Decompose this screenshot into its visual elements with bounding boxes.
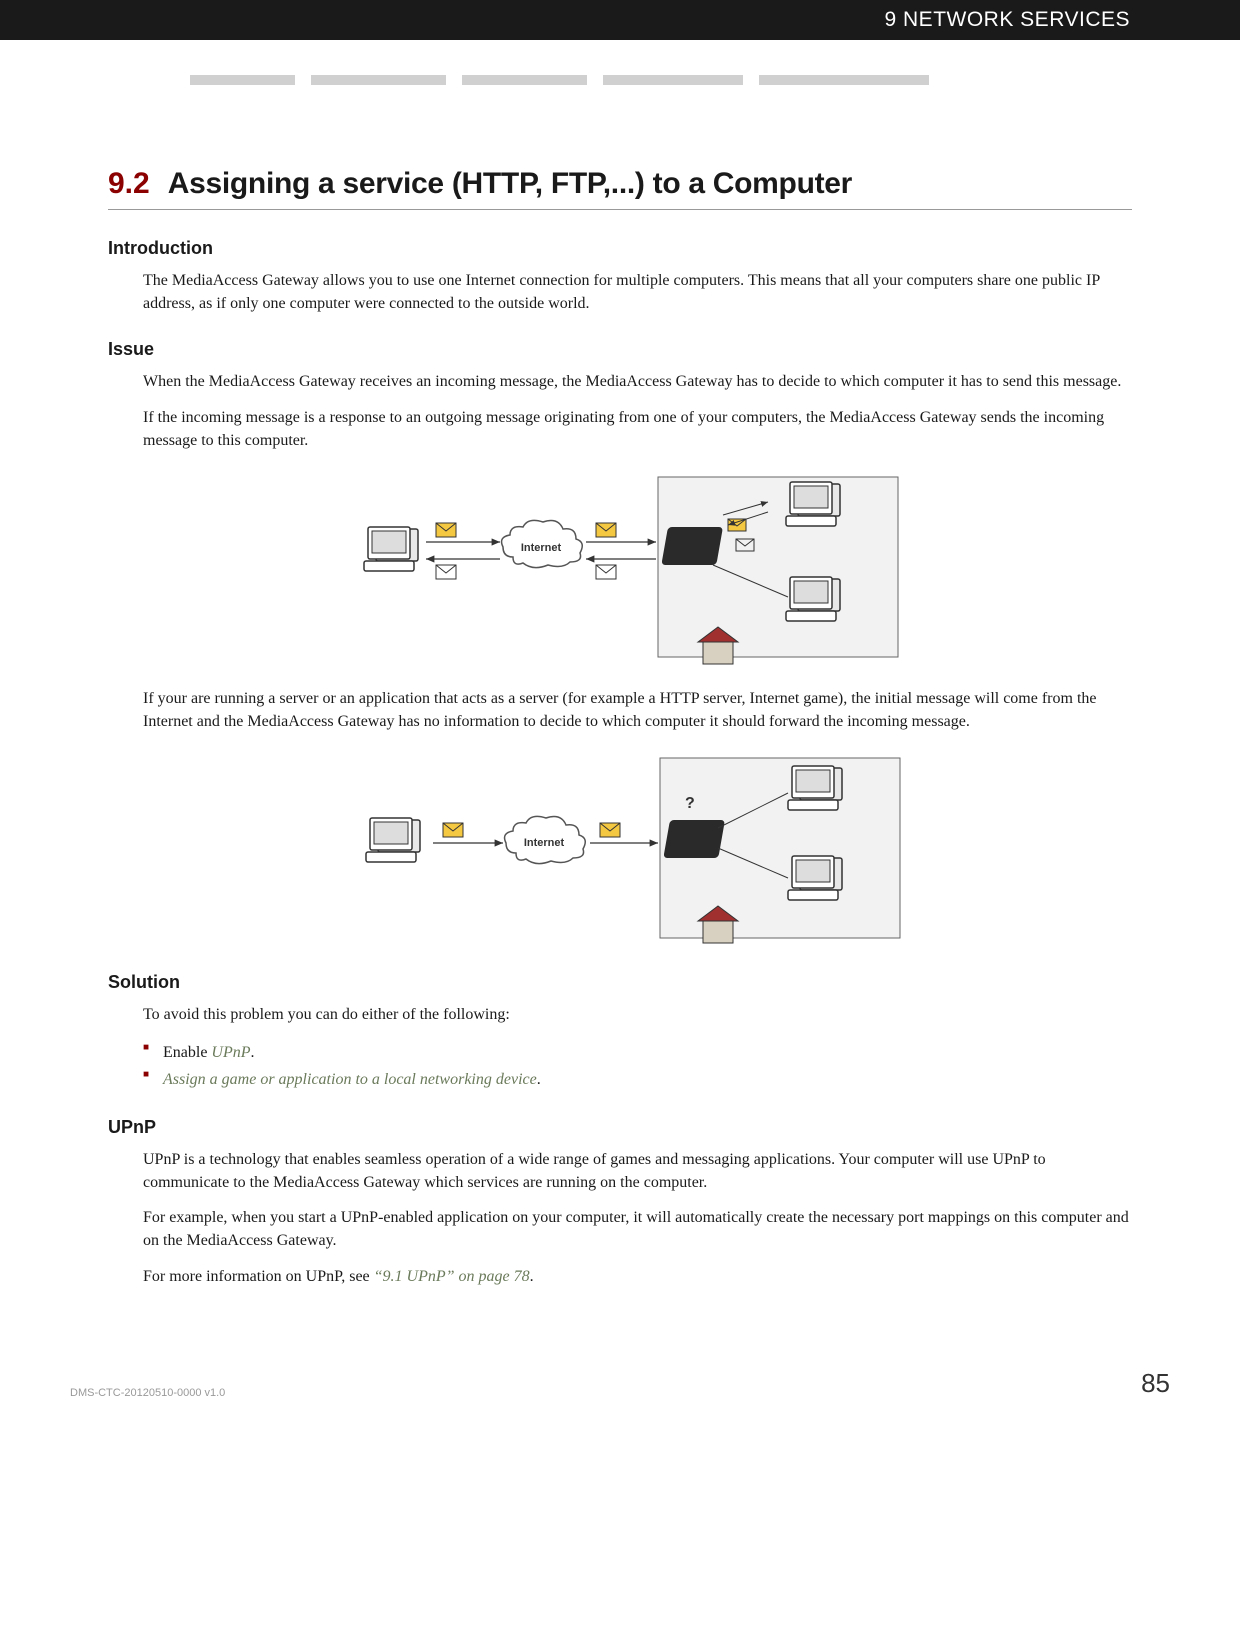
envelope-icon: [436, 523, 456, 537]
envelope-icon: [600, 823, 620, 837]
solution-list: Enable UPnP. Assign a game or applicatio…: [143, 1039, 1132, 1093]
list-item: Enable UPnP.: [143, 1039, 1132, 1066]
question-mark: ?: [685, 795, 695, 812]
envelope-icon: [436, 565, 456, 579]
intro-para: The MediaAccess Gateway allows you to us…: [143, 269, 1132, 315]
header-bar: 9 NETWORK SERVICES: [0, 0, 1240, 40]
internet-label: Internet: [520, 542, 561, 554]
bullet-post: .: [251, 1044, 255, 1061]
tab-block: [462, 75, 587, 85]
envelope-icon: [728, 519, 746, 531]
issue-para3: If your are running a server or an appli…: [143, 687, 1132, 733]
issue-para2: If the incoming message is a response to…: [143, 406, 1132, 452]
page-number: 85: [1141, 1368, 1170, 1399]
chapter-header: 9 NETWORK SERVICES: [884, 8, 1130, 32]
upnp-link[interactable]: UPnP: [211, 1044, 250, 1061]
internet-cloud-icon: Internet: [501, 520, 582, 567]
upnp-para3: For more information on UPnP, see “9.1 U…: [143, 1265, 1132, 1288]
internet-label: Internet: [523, 837, 564, 849]
envelope-icon: [596, 565, 616, 579]
issue-para1: When the MediaAccess Gateway receives an…: [143, 370, 1132, 393]
section-number: 9.2: [108, 167, 150, 201]
upnp-section-link[interactable]: “9.1 UPnP” on page 78: [374, 1268, 530, 1285]
tab-block: [603, 75, 743, 85]
document-id: DMS-CTC-20120510-0000 v1.0: [70, 1387, 225, 1399]
assign-link[interactable]: Assign a game or application to a local …: [163, 1071, 537, 1088]
chapter-number: 9: [884, 8, 896, 31]
upnp-para3-pre: For more information on UPnP, see: [143, 1268, 374, 1285]
section-title: Assigning a service (HTTP, FTP,...) to a…: [168, 167, 852, 201]
page-content: 9.2 Assigning a service (HTTP, FTP,...) …: [0, 107, 1240, 1288]
computer-icon: [786, 577, 840, 621]
diagram-1: Internet: [143, 467, 1132, 667]
upnp-para2: For example, when you start a UPnP-enabl…: [143, 1206, 1132, 1252]
tab-block: [759, 75, 929, 85]
page-footer: DMS-CTC-20120510-0000 v1.0 85: [0, 1368, 1240, 1439]
upnp-para3-post: .: [530, 1268, 534, 1285]
subheading-intro: Introduction: [108, 238, 1132, 259]
computer-icon: [786, 482, 840, 526]
computer-icon: [364, 527, 418, 571]
tab-block: [190, 75, 295, 85]
bullet-text: Enable: [163, 1044, 211, 1061]
subheading-issue: Issue: [108, 339, 1132, 360]
list-item: Assign a game or application to a local …: [143, 1066, 1132, 1093]
subheading-solution: Solution: [108, 972, 1132, 993]
envelope-icon: [596, 523, 616, 537]
computer-icon: [366, 818, 420, 862]
lan-box: [658, 477, 898, 657]
network-diagram-question: Internet ?: [358, 748, 918, 948]
gateway-icon: [663, 820, 725, 858]
chapter-title: NETWORK SERVICES: [903, 8, 1130, 31]
tab-strip: [0, 75, 1240, 107]
solution-intro: To avoid this problem you can do either …: [143, 1003, 1132, 1026]
computer-icon: [788, 766, 842, 810]
section-title-row: 9.2 Assigning a service (HTTP, FTP,...) …: [108, 167, 1132, 210]
internet-cloud-icon: Internet: [504, 817, 585, 864]
tab-block: [311, 75, 446, 85]
bullet-post: .: [537, 1071, 541, 1088]
computer-icon: [788, 856, 842, 900]
subheading-upnp: UPnP: [108, 1117, 1132, 1138]
upnp-para1: UPnP is a technology that enables seamle…: [143, 1148, 1132, 1194]
network-diagram-bidirectional: Internet: [358, 467, 918, 667]
envelope-icon: [443, 823, 463, 837]
gateway-icon: [661, 527, 723, 565]
diagram-2: Internet ?: [143, 748, 1132, 948]
